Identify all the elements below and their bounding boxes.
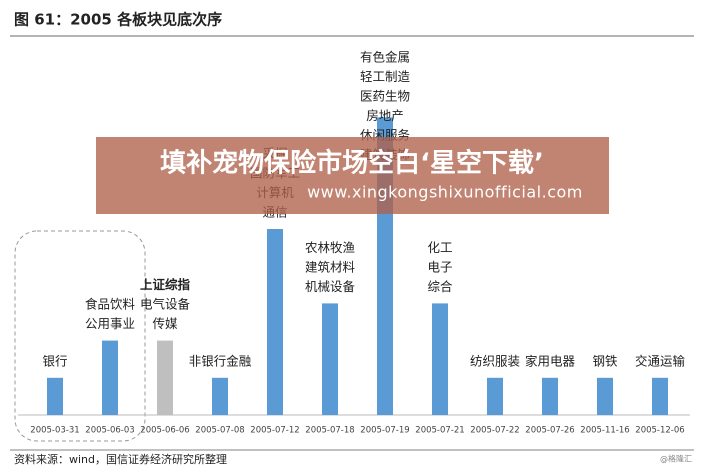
chart-title: 图 61：2005 各板块见底次序 — [14, 11, 222, 29]
bar — [212, 377, 228, 415]
overlay-headline: 填补宠物保险市场空白‘星空下载’ — [160, 148, 544, 179]
annotation: 公用事业 — [85, 316, 135, 331]
x-tick-label: 2005-11-16 — [580, 426, 629, 436]
annotation: 建筑材料 — [305, 259, 356, 274]
credit: @格隆汇 — [660, 454, 692, 464]
bar — [267, 229, 283, 415]
annotation: 机械设备 — [305, 279, 356, 294]
annotation: 房地产 — [366, 108, 404, 123]
x-tick-label: 2005-03-31 — [30, 426, 79, 436]
bar — [322, 303, 338, 415]
bar — [487, 377, 503, 415]
overlay-banner — [96, 137, 609, 214]
x-tick-label: 2005-06-03 — [85, 426, 134, 436]
bar — [157, 340, 173, 415]
x-tick-label: 2005-12-06 — [635, 426, 684, 436]
x-tick-label: 2005-07-18 — [305, 426, 354, 436]
annotation: 医药生物 — [360, 89, 410, 104]
bar — [102, 340, 118, 415]
annotation: 农林牧渔 — [305, 240, 355, 255]
annotation: 化工 — [427, 240, 452, 255]
annotation: 家用电器 — [525, 353, 576, 368]
source: 资料来源：wind，国信证券经济研究所整理 — [14, 452, 227, 466]
annotation: 纺织服装 — [470, 353, 520, 368]
x-tick-label: 2005-07-21 — [415, 426, 464, 436]
annotation: 综合 — [427, 279, 453, 294]
bar — [597, 377, 613, 415]
x-tick-label: 2005-07-26 — [525, 426, 574, 436]
annotation: 传媒 — [152, 316, 178, 331]
bar — [542, 377, 558, 415]
overlay-url: www.xingkongshixunofficial.com — [307, 183, 583, 202]
annotation: 交通运输 — [635, 353, 686, 368]
annotation: 钢铁 — [592, 353, 618, 368]
bar — [47, 377, 63, 415]
annotation: 电子 — [427, 259, 452, 274]
x-tick-label: 2005-07-12 — [250, 426, 299, 436]
annotation: 轻工制造 — [360, 69, 411, 84]
bar — [432, 303, 448, 415]
annotation: 银行 — [42, 353, 67, 368]
x-tick-label: 2005-07-19 — [360, 426, 409, 436]
x-tick-label: 2005-07-08 — [195, 426, 244, 436]
annotation: 食品饮料 — [85, 297, 136, 312]
annotation: 上证综指 — [140, 277, 191, 292]
annotation: 电气设备 — [140, 297, 191, 312]
x-tick-label: 2005-07-22 — [470, 426, 519, 436]
bar — [652, 377, 668, 415]
annotation: 非银行金融 — [189, 353, 252, 368]
x-tick-label: 2005-06-06 — [140, 426, 189, 436]
annotation: 有色金属 — [360, 50, 410, 65]
highlight-box — [14, 230, 146, 442]
